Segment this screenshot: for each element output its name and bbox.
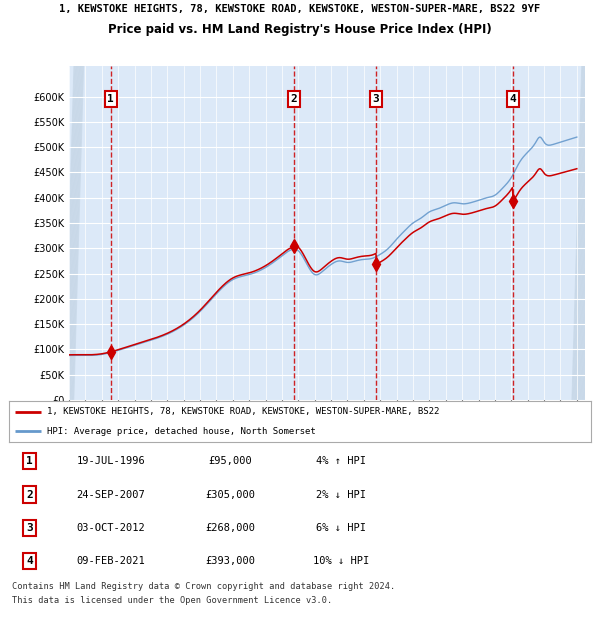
Text: £268,000: £268,000 (205, 523, 255, 533)
Text: 4: 4 (26, 556, 33, 566)
Text: 24-SEP-2007: 24-SEP-2007 (76, 490, 145, 500)
Text: 4: 4 (510, 94, 517, 104)
Text: 1, KEWSTOKE HEIGHTS, 78, KEWSTOKE ROAD, KEWSTOKE, WESTON-SUPER-MARE, BS22 9YF: 1, KEWSTOKE HEIGHTS, 78, KEWSTOKE ROAD, … (59, 4, 541, 14)
Text: 1: 1 (26, 456, 33, 466)
Text: 3: 3 (373, 94, 380, 104)
Text: 3: 3 (26, 523, 33, 533)
Text: 2: 2 (26, 490, 33, 500)
Text: 1: 1 (107, 94, 114, 104)
Text: 09-FEB-2021: 09-FEB-2021 (76, 556, 145, 566)
Text: 2: 2 (290, 94, 297, 104)
Text: 4% ↑ HPI: 4% ↑ HPI (316, 456, 366, 466)
Text: 19-JUL-1996: 19-JUL-1996 (76, 456, 145, 466)
Text: £305,000: £305,000 (205, 490, 255, 500)
Text: £95,000: £95,000 (208, 456, 252, 466)
Text: Contains HM Land Registry data © Crown copyright and database right 2024.: Contains HM Land Registry data © Crown c… (12, 582, 395, 591)
Text: 03-OCT-2012: 03-OCT-2012 (76, 523, 145, 533)
Text: 10% ↓ HPI: 10% ↓ HPI (313, 556, 369, 566)
Text: HPI: Average price, detached house, North Somerset: HPI: Average price, detached house, Nort… (47, 427, 316, 436)
Text: 1, KEWSTOKE HEIGHTS, 78, KEWSTOKE ROAD, KEWSTOKE, WESTON-SUPER-MARE, BS22: 1, KEWSTOKE HEIGHTS, 78, KEWSTOKE ROAD, … (47, 407, 439, 416)
Text: 6% ↓ HPI: 6% ↓ HPI (316, 523, 366, 533)
Text: This data is licensed under the Open Government Licence v3.0.: This data is licensed under the Open Gov… (12, 596, 332, 606)
Text: 2% ↓ HPI: 2% ↓ HPI (316, 490, 366, 500)
Text: Price paid vs. HM Land Registry's House Price Index (HPI): Price paid vs. HM Land Registry's House … (108, 23, 492, 36)
Text: £393,000: £393,000 (205, 556, 255, 566)
